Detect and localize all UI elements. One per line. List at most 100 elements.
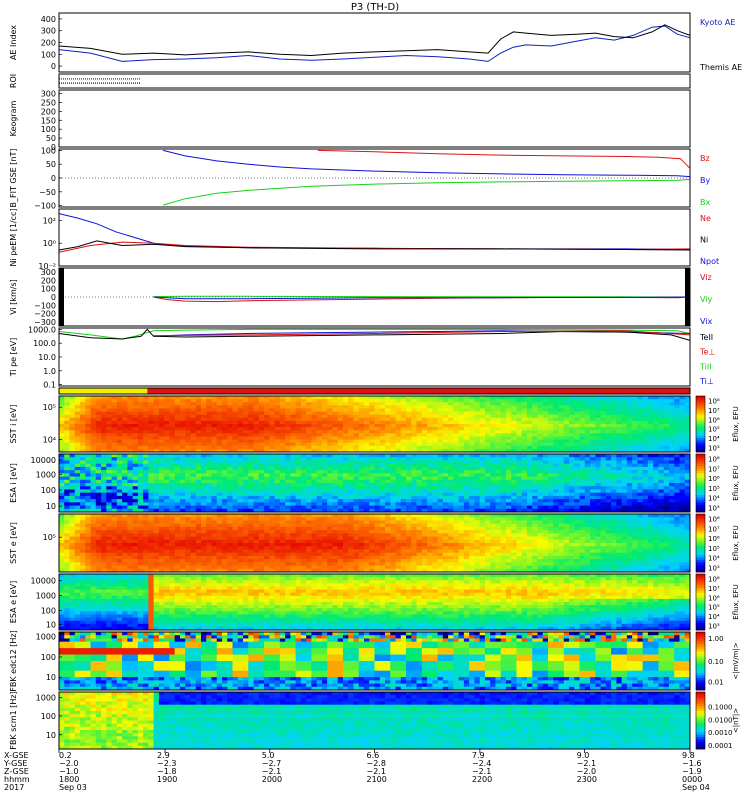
- esa_i-cell: [663, 508, 670, 513]
- sst_e-cell: [74, 533, 81, 537]
- sst_i-cell: [264, 436, 270, 440]
- esa_i-cell: [605, 499, 612, 503]
- sst_i-cell: [453, 436, 460, 440]
- sst_e-cell: [169, 517, 176, 521]
- esa_i-cell: [390, 476, 396, 481]
- esa_i-cell: [153, 489, 160, 494]
- sst_i-cell: [590, 420, 596, 425]
- esa_i-cell: [116, 483, 123, 487]
- sst_i-cell: [279, 427, 286, 431]
- esa_i-cell: [285, 470, 291, 474]
- esa_i-cell: [395, 460, 402, 465]
- sst_i-cell: [321, 436, 328, 440]
- sst_i-cell: [500, 417, 507, 422]
- esa_i-cell: [353, 457, 360, 461]
- esa_i-cell: [206, 470, 212, 474]
- sst_i-cell: [584, 396, 591, 400]
- sst_i-cell: [74, 433, 81, 437]
- esa_i-cell: [285, 502, 291, 506]
- sst_i-cell: [295, 396, 302, 400]
- sst_i-cell: [348, 430, 354, 434]
- esa_i-cell: [374, 454, 381, 458]
- esa_i-cell: [479, 479, 486, 484]
- sst_i-cell: [427, 417, 433, 422]
- sst_i-cell: [679, 399, 686, 403]
- sst_e-cell: [116, 549, 123, 554]
- sst_e-cell: [80, 568, 86, 573]
- sst_i-cell: [153, 399, 160, 403]
- esa_i-cell: [411, 502, 417, 506]
- sst_i-cell: [274, 420, 281, 425]
- sst_i-cell: [569, 448, 575, 453]
- esa_i-cell: [122, 473, 128, 477]
- esa_i-cell: [553, 454, 559, 458]
- esa_i-cell: [385, 508, 391, 513]
- sst_i-cell: [216, 402, 223, 406]
- esa_i-cell: [626, 483, 633, 487]
- sst_e-cell: [106, 520, 112, 525]
- sst_e-cell: [179, 523, 186, 528]
- sst_i-cell: [416, 420, 423, 425]
- sst_i-cell: [490, 430, 496, 434]
- esa_i-cell: [400, 495, 407, 500]
- sst_e-cell: [153, 565, 160, 570]
- sst_i-cell: [453, 417, 460, 422]
- esa_i-cell: [179, 489, 186, 494]
- esa_i-cell: [542, 505, 549, 510]
- sst_i-cell: [295, 445, 302, 450]
- colorbar-tick-label: 10⁶: [708, 475, 720, 483]
- esa_i-cell: [369, 479, 375, 484]
- esa_i-cell: [563, 470, 570, 474]
- esa_i-cell: [369, 454, 375, 458]
- colorbar-step: [696, 438, 705, 441]
- esa_i-cell: [211, 489, 218, 494]
- esa_i-cell: [416, 505, 423, 510]
- sst_i-cell: [632, 433, 638, 437]
- esa_i-cell: [626, 489, 633, 494]
- sst_i-cell: [611, 414, 617, 419]
- esa_i-cell: [406, 492, 412, 497]
- esa_i-cell: [300, 460, 307, 465]
- sst_i-cell: [300, 430, 307, 434]
- esa_i-cell: [174, 460, 181, 465]
- sst_e-cell: [90, 514, 97, 518]
- sst_i-cell: [500, 427, 507, 431]
- sst_i-cell: [432, 427, 438, 431]
- sst_e-cell: [59, 546, 65, 550]
- esa_i-cell: [342, 486, 349, 490]
- esa_i-cell: [584, 505, 591, 510]
- esa_i-cell: [684, 460, 691, 465]
- sst_i-cell: [311, 405, 318, 409]
- sst_i-cell: [674, 408, 680, 412]
- esa_i-cell: [248, 499, 254, 503]
- esa_i-cell: [64, 492, 70, 497]
- esa_i-cell: [674, 457, 680, 461]
- esa_i-cell: [479, 466, 486, 471]
- esa_i-cell: [479, 505, 486, 510]
- esa_i-cell: [143, 466, 149, 471]
- sst_i-cell: [658, 405, 665, 409]
- sst_i-cell: [374, 424, 381, 428]
- esa_i-cell: [495, 476, 502, 481]
- esa_i-cell: [369, 495, 375, 500]
- esa_i-cell: [64, 473, 70, 477]
- colorbar-step: [696, 466, 705, 469]
- esa_i-cell: [563, 505, 570, 510]
- esa_i-cell: [285, 463, 291, 468]
- esa_i-cell: [621, 457, 628, 461]
- esa_i-cell: [542, 460, 549, 465]
- esa_i-cell: [458, 492, 465, 497]
- sst_i-cell: [379, 433, 386, 437]
- sst_i-cell: [647, 417, 654, 422]
- sst_e-cell: [116, 539, 123, 544]
- sst_i-cell: [342, 427, 349, 431]
- sst_i-cell: [132, 405, 139, 409]
- sst_i-cell: [437, 408, 444, 412]
- sst_i-cell: [569, 433, 575, 437]
- esa_i-cell: [453, 483, 460, 487]
- esa_i-cell: [179, 483, 186, 487]
- sst_i-cell: [442, 420, 449, 425]
- sst_e-cell: [80, 514, 86, 518]
- sst_e-cell: [95, 523, 102, 528]
